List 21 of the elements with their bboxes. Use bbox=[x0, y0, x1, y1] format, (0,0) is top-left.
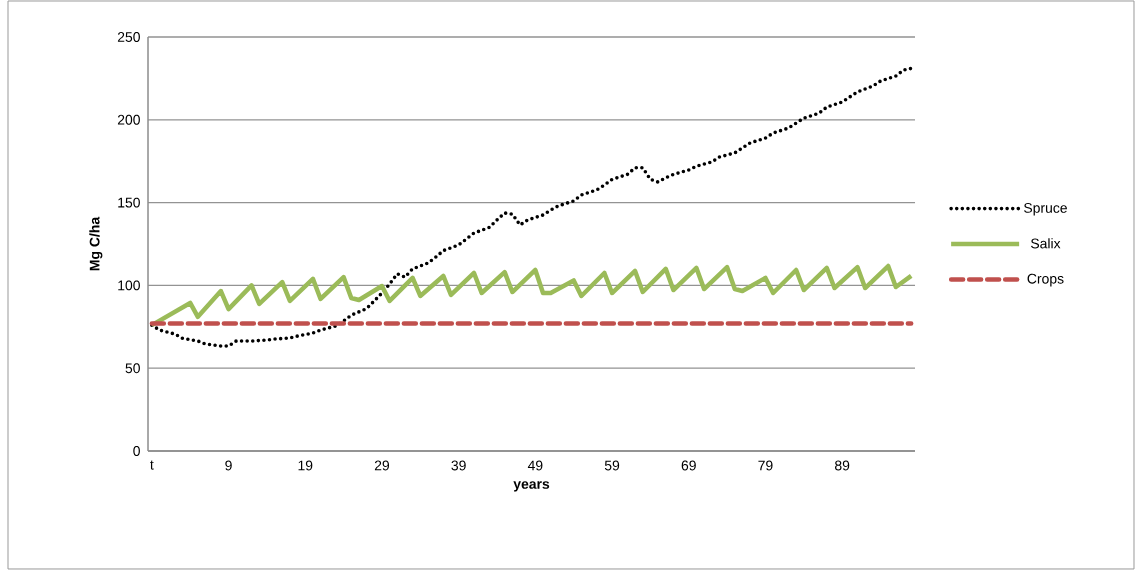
x-tick-label: 19 bbox=[298, 460, 313, 471]
x-tick-label: 49 bbox=[527, 460, 543, 471]
legend-label: Spruce bbox=[1024, 202, 1067, 216]
y-tick-label: 200 bbox=[117, 114, 140, 125]
y-tick-label: 150 bbox=[118, 197, 140, 208]
y-tick-label: 50 bbox=[125, 363, 140, 374]
y-tick-label: 0 bbox=[133, 446, 140, 456]
x-tick-label: 59 bbox=[604, 460, 620, 471]
x-tick-label: 69 bbox=[681, 460, 696, 471]
x-tick-label: 79 bbox=[758, 460, 773, 471]
x-tick-label: 89 bbox=[835, 460, 850, 471]
x-tick-label: 9 bbox=[225, 460, 232, 471]
x-tick-label: 39 bbox=[451, 460, 466, 471]
x-axis-title: years bbox=[513, 481, 550, 492]
y-axis-title: Mg C/ha bbox=[89, 216, 103, 271]
x-tick-label: t bbox=[150, 460, 154, 470]
legend-label: Crops bbox=[1027, 273, 1064, 287]
y-tick-label: 250 bbox=[117, 32, 140, 42]
y-tick-label: 100 bbox=[118, 280, 140, 291]
x-tick-label: 29 bbox=[374, 460, 390, 471]
legend-label: Salix bbox=[1030, 238, 1061, 249]
